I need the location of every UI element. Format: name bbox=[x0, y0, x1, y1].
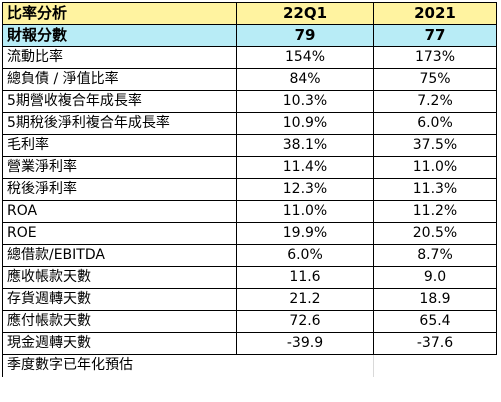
table-row: 毛利率 38.1% 37.5% bbox=[2, 134, 497, 157]
table-row: 應收帳款天數 11.6 9.0 bbox=[2, 266, 497, 289]
row-value-22q1: 11.4% bbox=[236, 156, 374, 179]
row-label: 稅後淨利率 bbox=[2, 178, 237, 201]
row-value-2021: 20.5% bbox=[373, 222, 497, 245]
table-row: 現金週轉天數 -39.9 -37.6 bbox=[2, 332, 497, 355]
row-label: 應收帳款天數 bbox=[2, 266, 237, 289]
row-value-2021: 37.5% bbox=[373, 134, 497, 157]
row-label: ROE bbox=[2, 222, 237, 245]
table-row: 應付帳款天數 72.6 65.4 bbox=[2, 310, 497, 333]
row-value-2021: -37.6 bbox=[373, 332, 497, 355]
table-row: 總負債 / 淨值比率 84% 75% bbox=[2, 68, 497, 91]
row-label: 5期營收複合年成長率 bbox=[2, 90, 237, 113]
row-label: 毛利率 bbox=[2, 134, 237, 157]
table-row: 營業淨利率 11.4% 11.0% bbox=[2, 156, 497, 179]
ratio-table: 比率分析 22Q1 2021 財報分數 79 77 流動比率 154% 173%… bbox=[2, 2, 497, 377]
table-row: 流動比率 154% 173% bbox=[2, 46, 497, 69]
row-value-22q1: -39.9 bbox=[236, 332, 374, 355]
header-col-22q1: 22Q1 bbox=[236, 2, 374, 25]
row-value-22q1: 72.6 bbox=[236, 310, 374, 333]
row-value-2021: 8.7% bbox=[373, 244, 497, 267]
score-2021: 77 bbox=[373, 24, 497, 47]
row-value-2021: 18.9 bbox=[373, 288, 497, 311]
row-label: 營業淨利率 bbox=[2, 156, 237, 179]
row-value-22q1: 84% bbox=[236, 68, 374, 91]
row-label: 流動比率 bbox=[2, 46, 237, 69]
row-value-2021: 11.2% bbox=[373, 200, 497, 223]
table-row: ROA 11.0% 11.2% bbox=[2, 200, 497, 223]
row-label: 5期稅後淨利複合年成長率 bbox=[2, 112, 237, 135]
note-empty-cell bbox=[236, 354, 374, 377]
score-label: 財報分數 bbox=[2, 24, 237, 47]
row-label: 總借款/EBITDA bbox=[2, 244, 237, 267]
row-value-2021: 11.0% bbox=[373, 156, 497, 179]
header-row: 比率分析 22Q1 2021 bbox=[2, 2, 497, 25]
row-value-22q1: 11.0% bbox=[236, 200, 374, 223]
row-value-2021: 6.0% bbox=[373, 112, 497, 135]
row-label: 存貨週轉天數 bbox=[2, 288, 237, 311]
table-row: 稅後淨利率 12.3% 11.3% bbox=[2, 178, 497, 201]
row-value-2021: 75% bbox=[373, 68, 497, 91]
row-value-2021: 9.0 bbox=[373, 266, 497, 289]
row-label: ROA bbox=[2, 200, 237, 223]
table-row: ROE 19.9% 20.5% bbox=[2, 222, 497, 245]
row-value-22q1: 12.3% bbox=[236, 178, 374, 201]
table-row: 5期營收複合年成長率 10.3% 7.2% bbox=[2, 90, 497, 113]
note-empty-cell bbox=[373, 354, 497, 377]
footnote: 季度數字已年化預估 bbox=[2, 354, 237, 377]
row-value-2021: 7.2% bbox=[373, 90, 497, 113]
row-value-22q1: 21.2 bbox=[236, 288, 374, 311]
row-value-22q1: 154% bbox=[236, 46, 374, 69]
table-row: 存貨週轉天數 21.2 18.9 bbox=[2, 288, 497, 311]
row-label: 總負債 / 淨值比率 bbox=[2, 68, 237, 91]
row-value-22q1: 19.9% bbox=[236, 222, 374, 245]
header-label: 比率分析 bbox=[2, 2, 237, 25]
header-col-2021: 2021 bbox=[373, 2, 497, 25]
score-row: 財報分數 79 77 bbox=[2, 24, 497, 47]
row-value-22q1: 10.9% bbox=[236, 112, 374, 135]
table-row: 總借款/EBITDA 6.0% 8.7% bbox=[2, 244, 497, 267]
row-value-2021: 11.3% bbox=[373, 178, 497, 201]
row-value-22q1: 10.3% bbox=[236, 90, 374, 113]
score-22q1: 79 bbox=[236, 24, 374, 47]
row-value-22q1: 11.6 bbox=[236, 266, 374, 289]
row-value-22q1: 38.1% bbox=[236, 134, 374, 157]
note-row: 季度數字已年化預估 bbox=[2, 354, 497, 377]
row-value-2021: 173% bbox=[373, 46, 497, 69]
row-label: 應付帳款天數 bbox=[2, 310, 237, 333]
row-label: 現金週轉天數 bbox=[2, 332, 237, 355]
row-value-2021: 65.4 bbox=[373, 310, 497, 333]
table-row: 5期稅後淨利複合年成長率 10.9% 6.0% bbox=[2, 112, 497, 135]
row-value-22q1: 6.0% bbox=[236, 244, 374, 267]
